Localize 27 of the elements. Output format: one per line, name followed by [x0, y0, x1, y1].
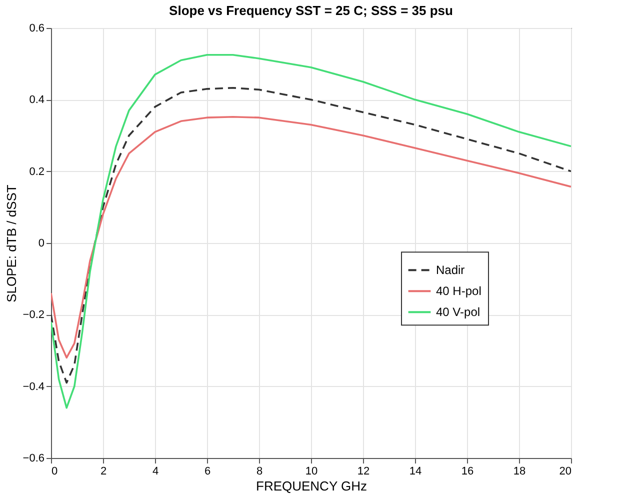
x-axis-title: FREQUENCY GHz	[256, 478, 367, 494]
legend-label: 40 V-pol	[436, 305, 480, 320]
y-tick-label: 0	[38, 238, 44, 250]
legend-label: 40 H-pol	[436, 284, 482, 298]
legend-label: Nadir	[436, 263, 465, 278]
y-tick-label: 0.6	[29, 22, 44, 34]
x-tick-label: 8	[256, 466, 263, 478]
line-series	[51, 116, 571, 359]
line-series	[51, 86, 571, 384]
x-tick-label: 20	[559, 466, 572, 478]
line-series	[51, 54, 571, 409]
y-tick-label: 0.2	[29, 166, 44, 178]
y-tick-label: −0.2	[22, 309, 44, 322]
y-tick-label: 0.4	[29, 94, 44, 106]
y-axis-title: SLOPE: dTB / dSST	[4, 184, 19, 302]
y-tick-label: −0.6	[22, 452, 44, 464]
chart-title: Slope vs Frequency SST = 25 C; SSS = 35 psu	[169, 3, 454, 18]
x-tick-label: 18	[513, 466, 526, 478]
x-tick-label: 14	[409, 466, 422, 478]
y-tick-label: −0.4	[22, 380, 44, 393]
x-tick-label: 2	[100, 466, 107, 478]
x-tick-label: 10	[305, 466, 318, 478]
x-tick-label: 16	[461, 466, 474, 478]
x-tick-label: 4	[152, 466, 159, 478]
x-tick-label: 6	[204, 466, 211, 478]
x-tick-label: 12	[357, 466, 370, 478]
x-tick-label: 0	[52, 466, 58, 478]
